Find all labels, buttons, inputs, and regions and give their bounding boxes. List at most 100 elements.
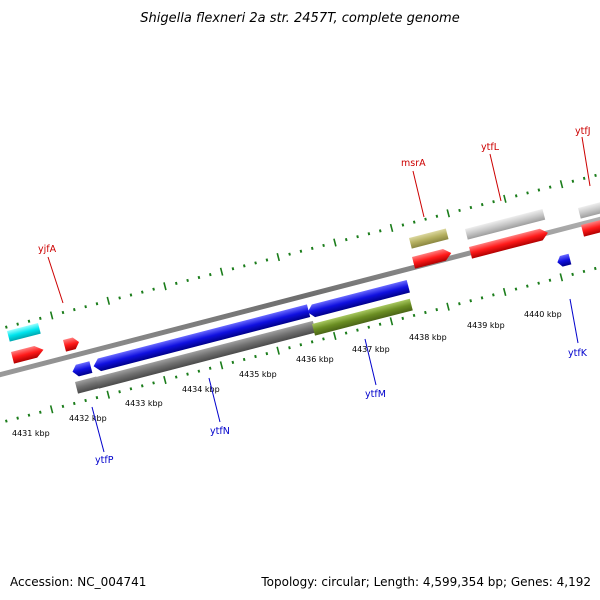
minor-tick <box>492 200 495 204</box>
minor-tick <box>5 419 8 423</box>
minor-tick <box>72 401 76 406</box>
minor-tick <box>152 381 155 385</box>
minor-tick <box>84 398 87 403</box>
kbp-label: 4438 kbp <box>409 333 447 342</box>
genome-summary-text: Topology: circular; Length: 4,599,354 bp… <box>260 575 591 589</box>
minor-tick <box>469 205 473 210</box>
minor-tick <box>424 310 427 315</box>
feature-olive-box-msrA[interactable] <box>409 228 449 249</box>
kbp-label: 4434 kbp <box>182 385 220 394</box>
gene-label-ytfP[interactable]: ytfP <box>95 455 114 466</box>
minor-tick <box>84 305 87 309</box>
minor-tick <box>265 258 269 262</box>
minor-tick <box>537 281 540 285</box>
top-gene-labels: yjfA msrA ytfL ytfJ <box>38 126 591 304</box>
minor-tick <box>582 176 586 180</box>
minor-tick <box>174 281 178 285</box>
minor-tick <box>140 290 144 294</box>
minor-tick <box>548 185 552 189</box>
minor-tick <box>594 173 597 178</box>
leader-line-ytfK <box>569 298 579 344</box>
minor-tick <box>288 346 291 350</box>
feature-green-bar-ytfM[interactable] <box>312 298 413 336</box>
feature-blue-arrow-ytfP[interactable] <box>71 361 93 377</box>
major-tick <box>389 223 394 233</box>
major-tick <box>446 209 451 218</box>
minor-tick <box>435 307 439 312</box>
kbp-label: 4437 kbp <box>352 345 390 354</box>
minor-tick <box>571 179 575 183</box>
leader-line-ytfP <box>91 406 105 453</box>
major-tick <box>276 253 281 262</box>
minor-tick <box>367 232 371 236</box>
feature-red-arrow-left[interactable] <box>11 344 45 364</box>
tick-ruler-bottom <box>5 266 597 423</box>
minor-tick <box>367 325 371 329</box>
minor-tick <box>140 384 144 388</box>
feature-cyan-box[interactable] <box>7 322 41 342</box>
tick-ruler-top <box>5 173 597 329</box>
gene-label-ytfM[interactable]: ytfM <box>365 389 386 400</box>
minor-tick <box>299 249 303 253</box>
accession-text: Accession: NC_004741 <box>10 575 146 589</box>
minor-tick <box>469 299 473 303</box>
gene-label-yjfA[interactable]: yjfA <box>38 244 57 255</box>
feature-blue-arrow-ytfN[interactable] <box>92 304 311 372</box>
minor-tick <box>72 307 76 312</box>
minor-tick <box>310 340 314 344</box>
minor-tick <box>571 272 574 276</box>
minor-tick <box>95 302 99 306</box>
minor-tick <box>288 252 291 256</box>
feature-blue-arrow-ytfM[interactable] <box>306 279 410 319</box>
minor-tick <box>38 410 42 414</box>
minor-tick <box>526 284 529 288</box>
feature-red-arrow-ytfL[interactable] <box>469 227 549 259</box>
minor-tick <box>356 328 359 332</box>
minor-tick <box>129 387 133 391</box>
kbp-label: 4432 kbp <box>69 414 107 423</box>
bottom-gene-labels: ytfP ytfN ytfM ytfK <box>91 298 588 466</box>
minor-tick <box>16 322 19 326</box>
minor-tick <box>322 243 325 248</box>
major-tick <box>276 346 280 355</box>
feature-light-box-ytfJ[interactable] <box>578 200 600 219</box>
minor-tick <box>424 217 427 221</box>
minor-tick <box>378 229 382 233</box>
minor-tick <box>537 188 541 192</box>
gene-label-msrA[interactable]: msrA <box>401 158 426 169</box>
leader-line-msrA <box>412 170 425 218</box>
gene-label-ytfL[interactable]: ytfL <box>481 142 500 153</box>
feature-light-box-ytfL[interactable] <box>465 208 546 240</box>
feature-dark-gray-box[interactable] <box>75 376 100 394</box>
minor-tick <box>378 322 382 326</box>
minor-tick <box>27 413 31 417</box>
gene-label-ytfN[interactable]: ytfN <box>210 426 230 437</box>
feature-red-box-ytfJ[interactable] <box>581 217 600 237</box>
minor-tick <box>480 202 484 207</box>
minor-tick <box>61 310 65 315</box>
feature-track <box>7 200 600 394</box>
feature-blue-arrow-ytfK[interactable] <box>556 253 572 268</box>
map-title: Shigella flexneri 2a str. 2457T, complet… <box>140 11 459 26</box>
major-tick <box>49 311 54 320</box>
minor-tick <box>231 360 235 364</box>
minor-tick <box>526 191 529 195</box>
minor-tick <box>186 278 189 283</box>
minor-tick <box>412 313 416 318</box>
feature-gray-bar-ytfN[interactable] <box>95 320 316 389</box>
minor-tick <box>186 372 189 376</box>
gene-label-ytfK[interactable]: ytfK <box>568 348 588 359</box>
minor-tick <box>412 220 416 224</box>
minor-tick <box>593 266 597 271</box>
feature-red-arrow-msrA[interactable] <box>412 247 453 269</box>
minor-tick <box>129 293 133 297</box>
kbp-label: 4440 kbp <box>524 310 562 319</box>
minor-tick <box>231 267 235 271</box>
minor-tick <box>118 390 121 394</box>
feature-red-arrow-yjfA[interactable] <box>63 336 81 352</box>
gene-label-ytfJ[interactable]: ytfJ <box>575 126 591 137</box>
minor-tick <box>435 214 439 218</box>
minor-tick <box>480 296 484 300</box>
minor-tick <box>174 375 178 379</box>
